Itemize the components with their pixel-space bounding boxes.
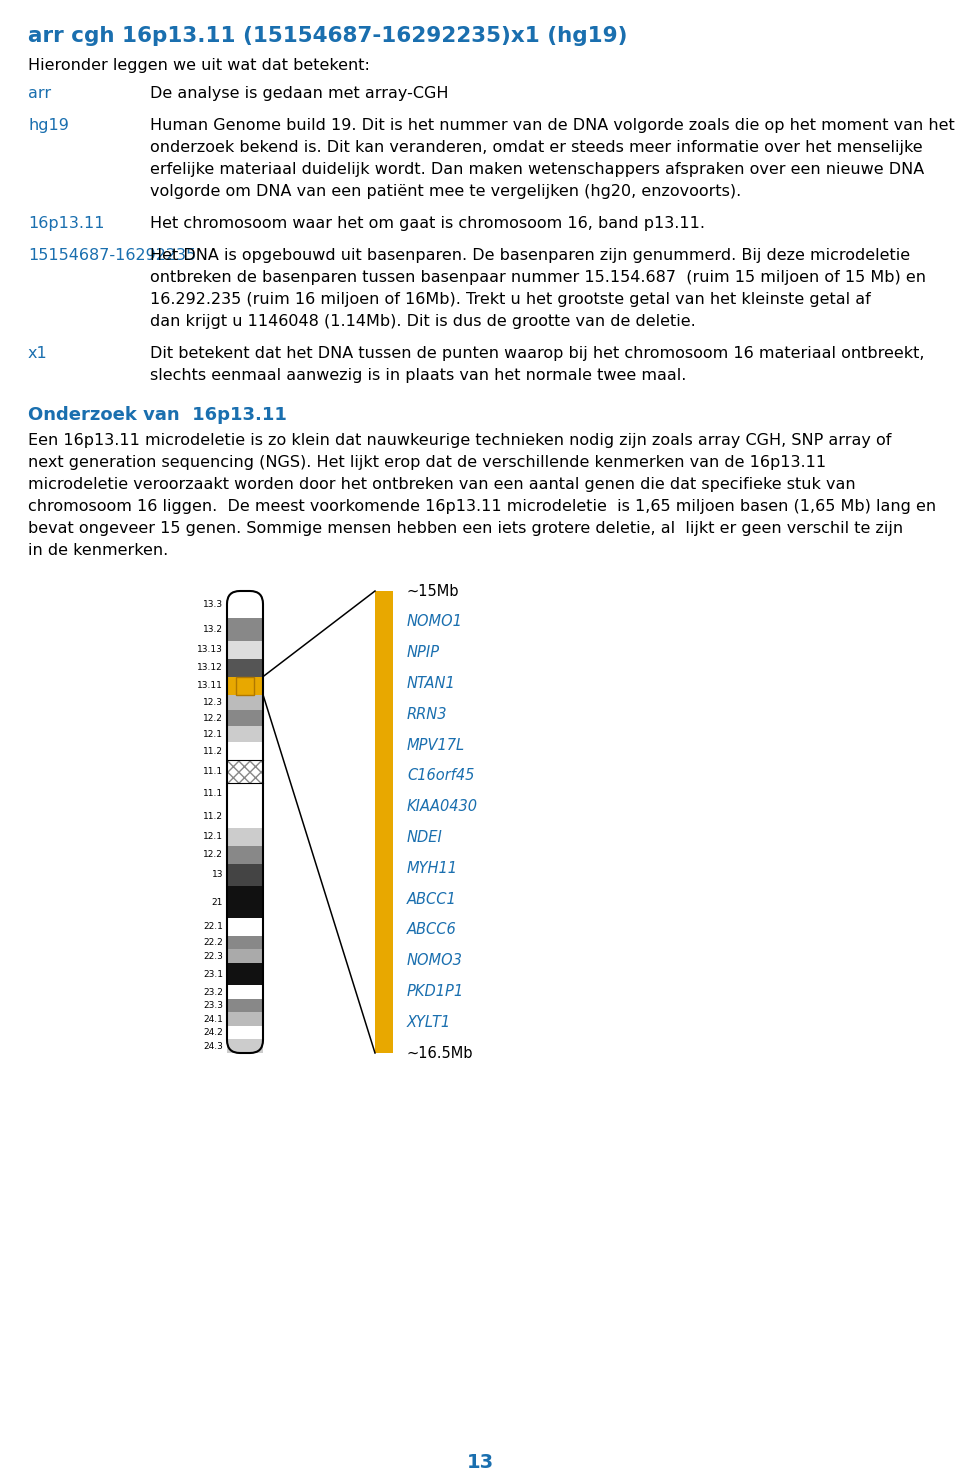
Text: Onderzoek van  16p13.11: Onderzoek van 16p13.11 xyxy=(28,407,287,424)
Text: ~16.5Mb: ~16.5Mb xyxy=(407,1046,473,1061)
Bar xyxy=(227,617,263,641)
Text: NDEI: NDEI xyxy=(407,830,443,844)
Bar xyxy=(227,659,263,677)
Text: De analyse is gedaan met array-CGH: De analyse is gedaan met array-CGH xyxy=(150,86,448,101)
Text: next generation sequencing (NGS). Het lijkt erop dat de verschillende kenmerken : next generation sequencing (NGS). Het li… xyxy=(28,456,827,470)
Text: 13: 13 xyxy=(467,1453,493,1472)
Text: Hieronder leggen we uit wat dat betekent:: Hieronder leggen we uit wat dat betekent… xyxy=(28,58,370,73)
Text: 24.2: 24.2 xyxy=(204,1028,223,1037)
Text: PKD1P1: PKD1P1 xyxy=(407,984,464,999)
Bar xyxy=(227,641,263,659)
Bar xyxy=(227,864,263,886)
Text: 11.1: 11.1 xyxy=(203,767,223,776)
Text: 12.1: 12.1 xyxy=(203,730,223,739)
Text: microdeletie veroorzaakt worden door het ontbreken van een aantal genen die dat : microdeletie veroorzaakt worden door het… xyxy=(28,476,855,493)
Text: Dit betekent dat het DNA tussen de punten waarop bij het chromosoom 16 materiaal: Dit betekent dat het DNA tussen de punte… xyxy=(150,346,924,361)
Bar xyxy=(227,760,263,782)
Text: NPIP: NPIP xyxy=(407,646,440,660)
Text: MPV17L: MPV17L xyxy=(407,738,466,752)
Text: 13: 13 xyxy=(211,871,223,880)
Bar xyxy=(227,963,263,985)
Text: 12.2: 12.2 xyxy=(204,714,223,723)
Text: 23.1: 23.1 xyxy=(203,969,223,978)
Text: ~15Mb: ~15Mb xyxy=(407,583,460,598)
Text: RRN3: RRN3 xyxy=(407,706,447,721)
Text: 15154687-16292235: 15154687-16292235 xyxy=(28,248,196,263)
Bar xyxy=(227,1039,263,1054)
Bar xyxy=(227,726,263,742)
Text: dan krijgt u 1146048 (1.14Mb). Dit is dus de grootte van de deletie.: dan krijgt u 1146048 (1.14Mb). Dit is du… xyxy=(150,315,696,329)
Bar xyxy=(227,1025,263,1039)
Text: MYH11: MYH11 xyxy=(407,861,458,876)
Text: Het chromosoom waar het om gaat is chromosoom 16, band p13.11.: Het chromosoom waar het om gaat is chrom… xyxy=(150,217,705,232)
Bar xyxy=(227,917,263,936)
Text: Een 16p13.11 microdeletie is zo klein dat nauwkeurige technieken nodig zijn zoal: Een 16p13.11 microdeletie is zo klein da… xyxy=(28,433,892,448)
Text: chromosoom 16 liggen.  De meest voorkomende 16p13.11 microdeletie  is 1,65 miljo: chromosoom 16 liggen. De meest voorkomen… xyxy=(28,499,936,513)
Bar xyxy=(227,950,263,963)
Text: 24.1: 24.1 xyxy=(204,1015,223,1024)
Text: erfelijke materiaal duidelijk wordt. Dan maken wetenschappers afspraken over een: erfelijke materiaal duidelijk wordt. Dan… xyxy=(150,162,924,177)
Bar xyxy=(227,760,263,782)
Text: arr: arr xyxy=(28,86,51,101)
Text: NOMO3: NOMO3 xyxy=(407,953,463,968)
Text: 13.12: 13.12 xyxy=(197,663,223,672)
Text: 12.2: 12.2 xyxy=(204,850,223,859)
Bar xyxy=(227,742,263,760)
Text: NOMO1: NOMO1 xyxy=(407,614,463,629)
Bar xyxy=(236,677,254,695)
Text: ABCC1: ABCC1 xyxy=(407,892,457,907)
Bar xyxy=(227,828,263,846)
Text: ontbreken de basenparen tussen basenpaar nummer 15.154.687  (ruim 15 miljoen of : ontbreken de basenparen tussen basenpaar… xyxy=(150,270,926,285)
Text: 11.2: 11.2 xyxy=(203,746,223,755)
Text: 11.2: 11.2 xyxy=(203,812,223,821)
Text: 12.3: 12.3 xyxy=(203,697,223,706)
Text: hg19: hg19 xyxy=(28,119,69,134)
Bar xyxy=(375,591,393,1054)
Bar xyxy=(227,711,263,726)
Bar xyxy=(227,886,263,917)
Text: bevat ongeveer 15 genen. Sommige mensen hebben een iets grotere deletie, al  lij: bevat ongeveer 15 genen. Sommige mensen … xyxy=(28,521,903,536)
Text: Human Genome build 19. Dit is het nummer van de DNA volgorde zoals die op het mo: Human Genome build 19. Dit is het nummer… xyxy=(150,119,955,134)
Text: ABCC6: ABCC6 xyxy=(407,922,457,938)
Text: 12.1: 12.1 xyxy=(203,833,223,841)
Text: volgorde om DNA van een patiënt mee te vergelijken (hg20, enzovoorts).: volgorde om DNA van een patiënt mee te v… xyxy=(150,184,741,199)
Text: 13.3: 13.3 xyxy=(203,600,223,608)
Text: 11.1: 11.1 xyxy=(203,789,223,798)
Text: x1: x1 xyxy=(28,346,48,361)
Bar xyxy=(227,936,263,950)
Bar xyxy=(227,695,263,711)
Text: 13.11: 13.11 xyxy=(197,681,223,690)
Text: 22.3: 22.3 xyxy=(204,951,223,960)
Text: NTAN1: NTAN1 xyxy=(407,675,456,692)
Text: 23.3: 23.3 xyxy=(203,1002,223,1011)
Text: KIAA0430: KIAA0430 xyxy=(407,798,478,815)
Bar xyxy=(227,591,263,617)
Text: 13.2: 13.2 xyxy=(203,625,223,634)
Text: arr cgh 16p13.11 (15154687-16292235)x1 (hg19): arr cgh 16p13.11 (15154687-16292235)x1 (… xyxy=(28,27,628,46)
Text: 22.1: 22.1 xyxy=(204,922,223,932)
Bar xyxy=(227,677,263,695)
Text: onderzoek bekend is. Dit kan veranderen, omdat er steeds meer informatie over he: onderzoek bekend is. Dit kan veranderen,… xyxy=(150,139,923,154)
Bar xyxy=(227,806,263,828)
Text: in de kenmerken.: in de kenmerken. xyxy=(28,543,168,558)
Text: 21: 21 xyxy=(211,898,223,907)
Bar xyxy=(227,846,263,864)
Text: 16p13.11: 16p13.11 xyxy=(28,217,105,232)
Text: 24.3: 24.3 xyxy=(204,1042,223,1051)
Text: slechts eenmaal aanwezig is in plaats van het normale twee maal.: slechts eenmaal aanwezig is in plaats va… xyxy=(150,368,686,383)
Bar xyxy=(227,782,263,806)
Text: 22.2: 22.2 xyxy=(204,938,223,947)
Bar xyxy=(227,1012,263,1025)
Bar xyxy=(227,999,263,1012)
Text: XYLT1: XYLT1 xyxy=(407,1015,451,1030)
Text: 13.13: 13.13 xyxy=(197,646,223,654)
Text: C16orf45: C16orf45 xyxy=(407,769,474,784)
Text: Het DNA is opgebouwd uit basenparen. De basenparen zijn genummerd. Bij deze micr: Het DNA is opgebouwd uit basenparen. De … xyxy=(150,248,910,263)
Text: 16.292.235 (ruim 16 miljoen of 16Mb). Trekt u het grootste getal van het kleinst: 16.292.235 (ruim 16 miljoen of 16Mb). Tr… xyxy=(150,292,871,307)
Text: 23.2: 23.2 xyxy=(204,988,223,997)
Bar xyxy=(227,985,263,999)
